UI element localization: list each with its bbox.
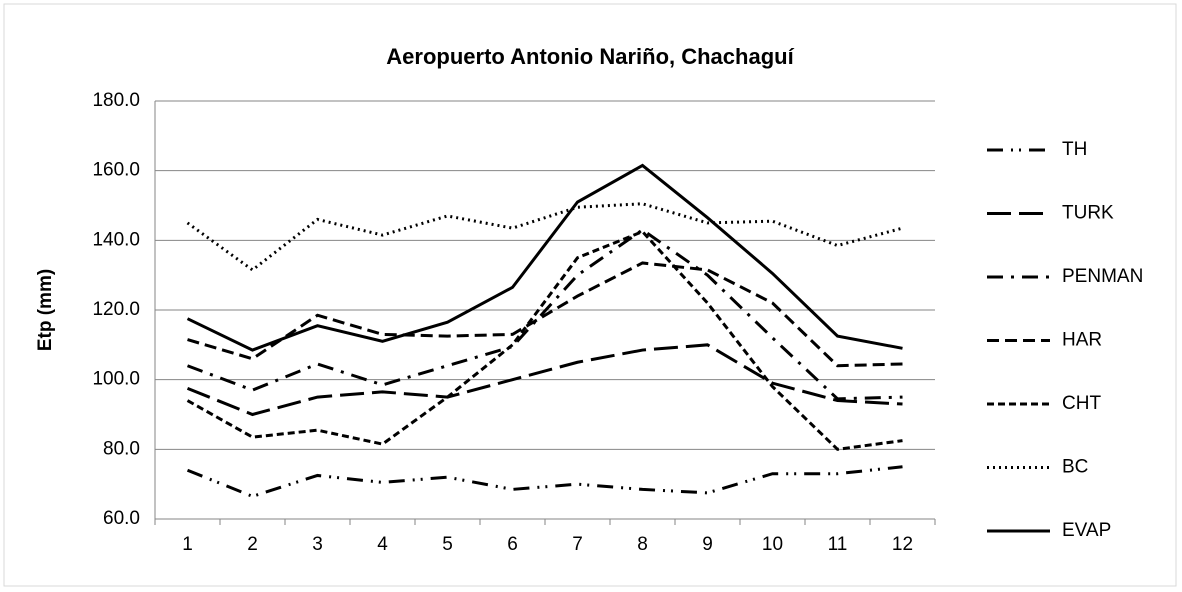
x-tick-label: 9 (702, 534, 713, 555)
y-tick-label: 100.0 (92, 369, 140, 390)
series-line (186, 163, 903, 352)
x-tick-label: 11 (828, 534, 848, 555)
legend-label: CHT (1062, 393, 1101, 414)
y-tick-label: 120.0 (92, 299, 140, 320)
legend-label: TURK (1062, 203, 1114, 224)
x-tick-label: 5 (442, 534, 453, 555)
chart-title: Aeropuerto Antonio Nariño, Chachaguí (386, 44, 794, 69)
y-tick-label: 60.0 (103, 508, 140, 529)
series-line (186, 343, 903, 417)
x-tick-label: 7 (572, 534, 583, 555)
x-tick-label: 6 (507, 534, 518, 555)
y-tick-label: 80.0 (103, 438, 140, 459)
y-tick-label: 180.0 (92, 90, 140, 111)
x-tick-label: 4 (377, 534, 388, 555)
series-line (187, 261, 903, 368)
x-tick-label: 3 (312, 534, 323, 555)
x-tick-label: 2 (247, 534, 258, 555)
y-axis-label: Etp (mm) (35, 269, 56, 351)
legend-label: BC (1062, 457, 1088, 478)
legend-label: HAR (1062, 330, 1102, 351)
y-tick-label: 160.0 (92, 160, 140, 181)
series-line (186, 465, 903, 498)
x-tick-label: 10 (762, 534, 783, 555)
x-tick-label: 12 (892, 534, 913, 555)
chart-border (3, 3, 1177, 587)
series-line (186, 202, 903, 272)
legend-label: EVAP (1062, 520, 1111, 541)
series-line (186, 229, 903, 451)
legend-label: PENMAN (1062, 266, 1143, 287)
x-tick-label: 1 (182, 534, 193, 555)
x-tick-label: 8 (637, 534, 648, 555)
legend-label: TH (1062, 139, 1087, 160)
y-tick-label: 140.0 (92, 229, 140, 250)
series-line (186, 228, 903, 401)
